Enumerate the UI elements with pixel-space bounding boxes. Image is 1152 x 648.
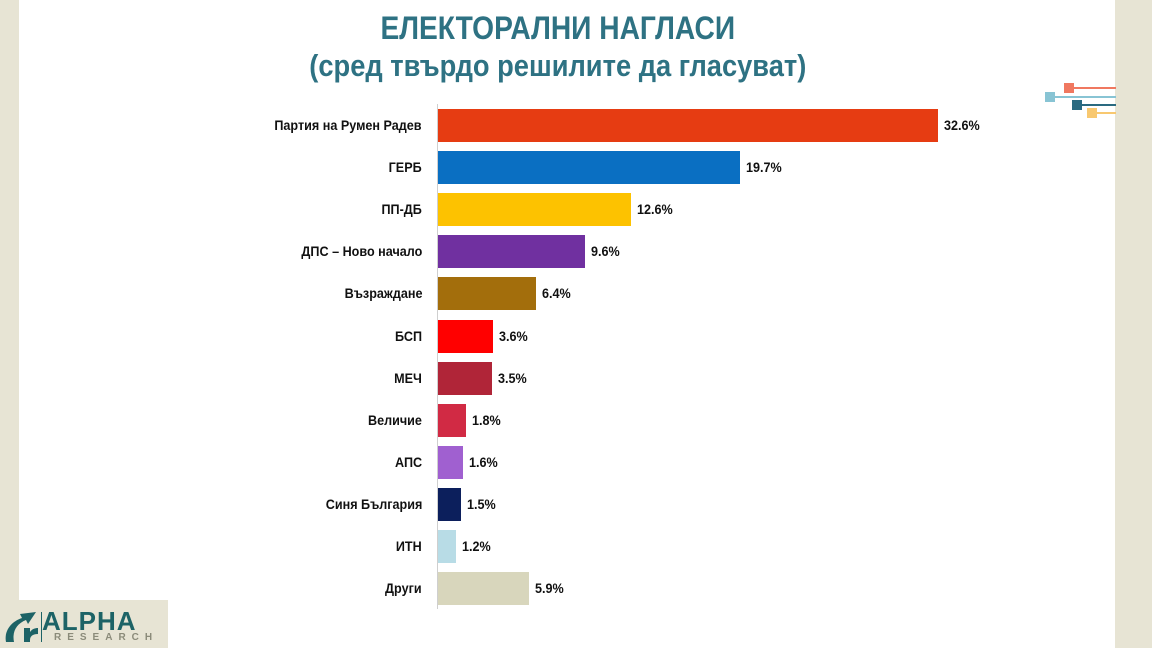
left-side-panel: [0, 0, 19, 600]
category-label: Партия на Румен Радев: [274, 117, 422, 133]
bar-row: Синя България 1.5%: [0, 487, 1115, 521]
value-label: 12.6%: [637, 201, 673, 218]
logo-name: ALPHA: [42, 606, 137, 636]
category-label: АПС: [394, 453, 422, 470]
value-label: 1.5%: [467, 495, 496, 512]
category-label: МЕЧ: [394, 369, 422, 386]
bar: [438, 277, 536, 311]
bar: [438, 445, 463, 479]
bar-row: ДПС – Ново начало 9.6%: [0, 235, 1115, 269]
alpha-research-logo-icon: [5, 612, 38, 642]
bar-row: Други 5.9%: [0, 572, 1115, 606]
bar-row: БСП 3.6%: [0, 319, 1115, 353]
chart-title: ЕЛЕКТОРАЛНИ НАГЛАСИ: [380, 10, 736, 46]
category-label: Възраждане: [344, 285, 422, 302]
value-label: 1.2%: [462, 538, 491, 554]
decorative-lines-icon: [1045, 83, 1116, 118]
bar-row: ГЕРБ 19.7%: [0, 151, 1115, 185]
value-label: 3.6%: [499, 327, 528, 344]
value-label: 19.7%: [746, 159, 782, 176]
category-label: ИТН: [396, 538, 422, 554]
value-label: 1.6%: [469, 453, 498, 470]
bar: [438, 319, 493, 353]
bar-row: АПС 1.6%: [0, 445, 1115, 479]
category-label: ДПС – Ново начало: [301, 243, 422, 260]
bar-row: ИТН 1.2%: [0, 530, 1115, 563]
logo-divider: [41, 612, 42, 642]
bar-row: Възраждане 6.4%: [0, 277, 1115, 311]
bar-row: Партия на Румен Радев 32.6%: [0, 109, 1115, 142]
logo-subtitle: RESEARCH: [54, 632, 159, 643]
category-label: Синя България: [325, 495, 422, 512]
bar-row: ПП-ДБ 12.6%: [0, 193, 1115, 227]
value-label: 1.8%: [472, 411, 501, 428]
category-label: ПП-ДБ: [381, 201, 422, 218]
bar-row: Величие 1.8%: [0, 403, 1115, 437]
category-label: ГЕРБ: [388, 159, 422, 176]
value-label: 5.9%: [535, 580, 564, 597]
category-label: БСП: [394, 327, 422, 344]
value-label: 3.5%: [498, 369, 527, 386]
category-label: Величие: [368, 411, 422, 428]
bar: [438, 235, 585, 269]
bar: [438, 193, 631, 227]
bar: [438, 109, 938, 142]
bar: [438, 151, 740, 185]
bar: [438, 572, 529, 606]
chart-subtitle: (сред твърдо решилите да гласуват): [309, 48, 807, 83]
bar: [438, 403, 466, 437]
bar: [438, 361, 492, 395]
value-label: 32.6%: [944, 117, 980, 133]
right-side-panel: [1115, 0, 1152, 648]
category-label: Други: [385, 580, 422, 597]
value-label: 9.6%: [591, 243, 620, 260]
bar: [438, 530, 456, 563]
value-label: 6.4%: [542, 285, 571, 302]
bar-row: МЕЧ 3.5%: [0, 361, 1115, 395]
bar: [438, 487, 461, 521]
chart-axis-line: [437, 104, 438, 609]
